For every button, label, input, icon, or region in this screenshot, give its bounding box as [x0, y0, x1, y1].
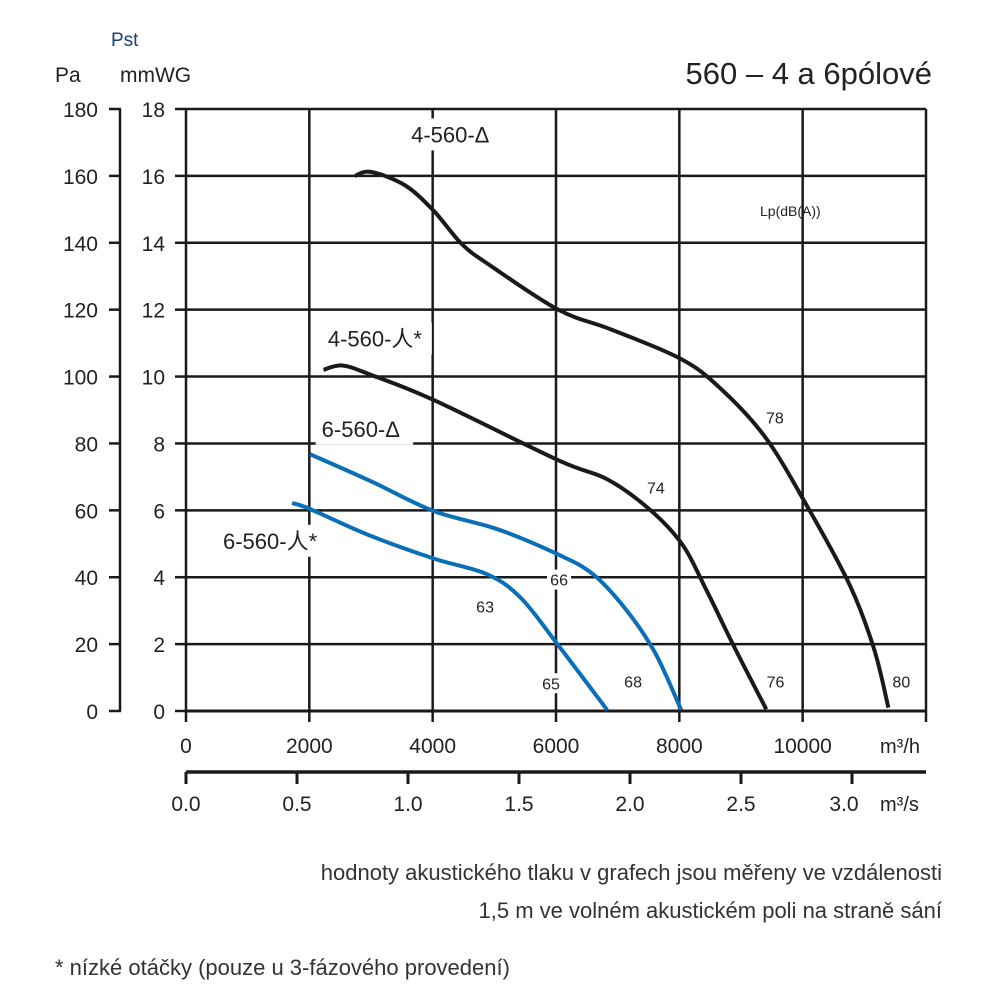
y-tick-label-mmwg: 2	[153, 634, 165, 657]
noise-level-label: 66	[550, 573, 568, 590]
noise-level-label: 76	[767, 675, 785, 692]
x-tick-label-m3h: 8000	[656, 735, 703, 758]
curve-label: 6-560-人*	[223, 529, 318, 554]
x2-tick-label-m3s: 3.0	[829, 793, 858, 816]
y-tick-label-mmwg: 0	[153, 701, 165, 724]
y-axis-unit-mmwg: mmWG	[120, 64, 191, 87]
y-tick-label-pa: 100	[63, 367, 98, 390]
y-tick-label-pa: 40	[75, 567, 98, 590]
noise-label-background	[643, 477, 668, 498]
x2-tick-label-m3s: 1.5	[504, 793, 533, 816]
noise-level-label: 80	[892, 675, 910, 692]
chart-title: 560 – 4 a 6pólové	[686, 56, 933, 91]
noise-level-label: 78	[766, 410, 784, 427]
y-tick-label-mmwg: 12	[142, 300, 165, 323]
y-tick-label-pa: 60	[75, 500, 98, 523]
y-axis-unit-pa: Pa	[55, 64, 81, 87]
lp-annotation: Lp(dB(A))	[760, 203, 821, 219]
x-tick-label-m3h: 2000	[286, 735, 333, 758]
x-axis-unit-m3h: m³/h	[880, 736, 920, 758]
x-tick-label-m3h: 4000	[409, 735, 456, 758]
noise-level-label: 74	[647, 481, 665, 498]
y-tick-label-pa: 0	[86, 701, 98, 724]
curve-label-background	[321, 322, 432, 355]
x-axis-unit-m3s: m³/s	[880, 794, 919, 816]
y-tick-label-mmwg: 10	[142, 367, 165, 390]
x2-tick-label-m3s: 0.5	[282, 793, 311, 816]
noise-label-background	[621, 671, 646, 692]
y-tick-label-pa: 120	[63, 300, 98, 323]
y-tick-label-pa: 160	[63, 166, 98, 189]
noise-label-background	[539, 673, 564, 694]
x-tick-label-m3h: 10000	[773, 735, 831, 758]
y-axis-label-pst: Pst	[111, 30, 139, 51]
curve-label-background	[217, 524, 327, 557]
noise-label-background	[763, 671, 788, 692]
curve-label-background	[405, 118, 503, 151]
noise-label-background	[473, 596, 498, 617]
noise-label-background	[762, 407, 787, 428]
y-tick-label-mmwg: 16	[142, 166, 165, 189]
noise-level-label: 68	[624, 675, 642, 692]
x2-tick-label-m3s: 2.0	[615, 793, 644, 816]
x2-tick-label-m3s: 1.0	[393, 793, 422, 816]
curve-1	[354, 169, 891, 709]
x-tick-label-m3h: 0	[180, 735, 192, 758]
footnote-low-speed: * nízké otáčky (pouze u 3-fázového prove…	[55, 955, 510, 980]
x2-tick-label-m3s: 0.0	[171, 793, 200, 816]
x2-tick-label-m3s: 2.5	[726, 793, 755, 816]
y-tick-label-mmwg: 8	[153, 433, 165, 456]
y-tick-label-pa: 140	[63, 233, 98, 256]
y-tick-label-mmwg: 18	[142, 99, 165, 122]
curve-label: 4-560-人*	[328, 326, 423, 351]
curve-2	[322, 363, 769, 711]
noise-label-background	[889, 671, 914, 692]
y-tick-label-pa: 20	[75, 634, 98, 657]
y-tick-label-mmwg: 14	[142, 233, 166, 256]
noise-level-label: 65	[542, 676, 560, 693]
footer-note-line1: hodnoty akustického tlaku v grafech jsou…	[320, 860, 942, 885]
y-tick-label-pa: 80	[75, 433, 98, 456]
curve-3	[309, 452, 684, 711]
y-tick-label-mmwg: 6	[153, 500, 165, 523]
curve-label: 4-560-Δ	[411, 122, 490, 147]
y-tick-label-pa: 180	[63, 99, 98, 122]
curve-label-background	[315, 412, 414, 445]
noise-level-label: 63	[476, 599, 494, 616]
footer-note-line2: 1,5 m ve volném akustickém poli na stran…	[478, 898, 942, 923]
curve-4	[291, 501, 609, 712]
curve-label: 6-560-Δ	[322, 417, 401, 442]
x-tick-label-m3h: 6000	[533, 735, 580, 758]
noise-label-background	[547, 569, 572, 590]
y-tick-label-mmwg: 4	[153, 567, 165, 590]
